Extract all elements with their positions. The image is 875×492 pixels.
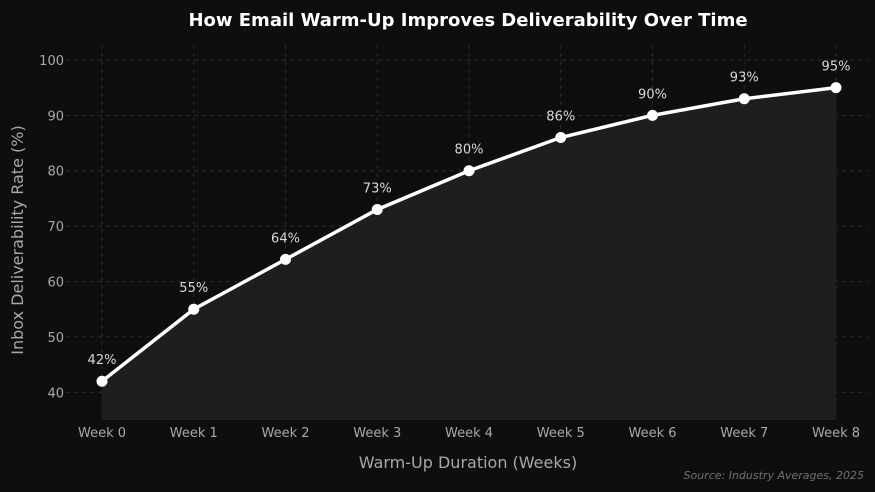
data-label: 80% (455, 143, 484, 158)
x-tick-label: Week 8 (812, 426, 860, 441)
y-tick-label: 40 (47, 386, 64, 401)
data-label: 95% (822, 60, 851, 75)
x-tick-label: Week 1 (170, 426, 218, 441)
data-label: 90% (638, 87, 667, 102)
data-label: 93% (730, 71, 759, 86)
area-fill (102, 87, 836, 421)
x-tick-label: Week 6 (628, 426, 676, 441)
chart-title: How Email Warm-Up Improves Deliverabilit… (188, 10, 747, 31)
data-point (555, 132, 567, 144)
y-tick-label: 70 (47, 220, 64, 235)
x-tick-label: Week 5 (537, 426, 585, 441)
data-point (647, 109, 658, 121)
data-point (96, 375, 108, 387)
data-point (830, 82, 842, 94)
x-tick-label: Week 7 (720, 426, 768, 441)
x-tick-label: Week 2 (261, 426, 309, 441)
y-axis-label: Inbox Deliverability Rate (%) (8, 125, 27, 354)
x-tick-label: Week 0 (78, 426, 126, 441)
data-point (188, 303, 200, 315)
y-tick-label: 60 (47, 276, 64, 291)
data-label: 55% (179, 281, 208, 296)
x-axis-label: Warm-Up Duration (Weeks) (359, 453, 577, 472)
data-point (280, 253, 291, 265)
data-label: 86% (546, 110, 575, 125)
x-tick-label: Week 4 (445, 426, 493, 441)
data-point (463, 165, 475, 177)
data-point (371, 204, 383, 216)
data-label: 42% (88, 353, 117, 368)
y-tick-label: 100 (39, 54, 64, 69)
data-label: 73% (363, 182, 392, 197)
y-tick-label: 90 (47, 109, 64, 124)
y-tick-label: 50 (47, 331, 64, 346)
x-tick-label: Week 3 (353, 426, 401, 441)
data-point (738, 93, 750, 105)
y-tick-label: 80 (47, 165, 64, 180)
source-annotation: Source: Industry Averages, 2025 (683, 469, 864, 482)
data-label: 64% (271, 231, 300, 246)
